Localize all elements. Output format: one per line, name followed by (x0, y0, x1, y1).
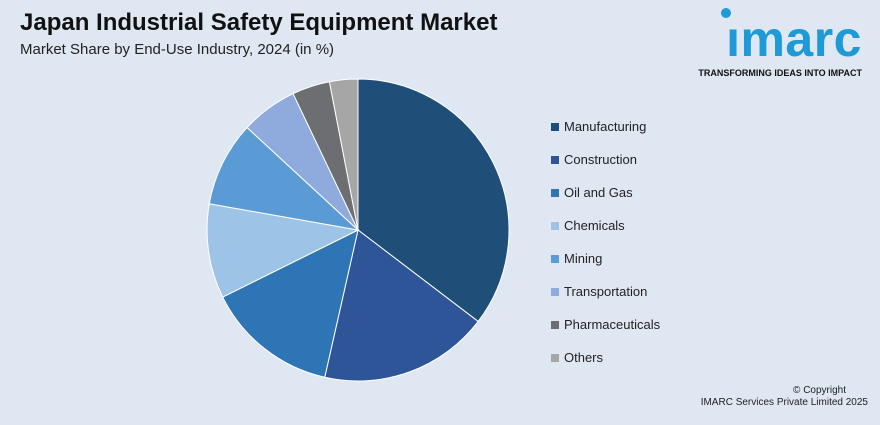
legend-swatch (551, 320, 559, 329)
legend-label: Transportation (564, 284, 648, 299)
legend-item-pharmaceuticals: Pharmaceuticals (551, 308, 660, 341)
legend-swatch (551, 221, 559, 230)
legend-label: Mining (564, 251, 603, 266)
pie-slice-mining (208, 126, 360, 231)
pie-slice-manufacturing (357, 78, 510, 323)
legend-label: Others (564, 350, 604, 365)
legend-item-manufacturing: Manufacturing (551, 110, 660, 143)
pie-slice-oil-and-gas (222, 229, 359, 378)
copyright-line-1: © Copyright (793, 385, 846, 396)
legend-item-transportation: Transportation (551, 275, 660, 308)
logo-tagline: TRANSFORMING IDEAS INTO IMPACT (698, 68, 862, 78)
legend-swatch (551, 254, 559, 263)
logo-wordmark: ımarc (726, 11, 862, 67)
pie-slice-others (328, 78, 359, 231)
legend-swatch (551, 287, 559, 296)
legend-item-construction: Construction (551, 143, 660, 176)
pie-slice-chemicals (206, 203, 360, 298)
legend-swatch (551, 188, 559, 197)
legend-swatch (551, 353, 559, 362)
legend-item-mining: Mining (551, 242, 660, 275)
legend-swatch (551, 155, 559, 164)
legend-item-oil-and-gas: Oil and Gas (551, 176, 660, 209)
chart-title: Japan Industrial Safety Equipment Market (20, 9, 498, 36)
legend-label: Manufacturing (564, 119, 647, 134)
legend-label: Construction (564, 152, 637, 167)
chart-subtitle: Market Share by End-Use Industry, 2024 (… (20, 41, 335, 58)
legend-item-chemicals: Chemicals (551, 209, 660, 242)
imarc-logo: ımarc TRANSFORMING IDEAS INTO IMPACT (698, 8, 868, 80)
chart-legend: Manufacturing Construction Oil and Gas Chem… (551, 110, 660, 374)
copyright-line-2: IMARC Services Private Limited 2025 (700, 397, 868, 408)
legend-label: Pharmaceuticals (564, 317, 661, 332)
legend-label: Oil and Gas (564, 185, 633, 200)
pie-chart (206, 78, 510, 382)
legend-label: Chemicals (564, 218, 625, 233)
legend-item-others: Others (551, 341, 660, 374)
logo-dot-icon (721, 8, 731, 18)
copyright-notice: © Copyright IMARC Services Private Limit… (701, 385, 868, 409)
pie-slice-construction (324, 229, 479, 382)
legend-swatch (551, 122, 559, 131)
